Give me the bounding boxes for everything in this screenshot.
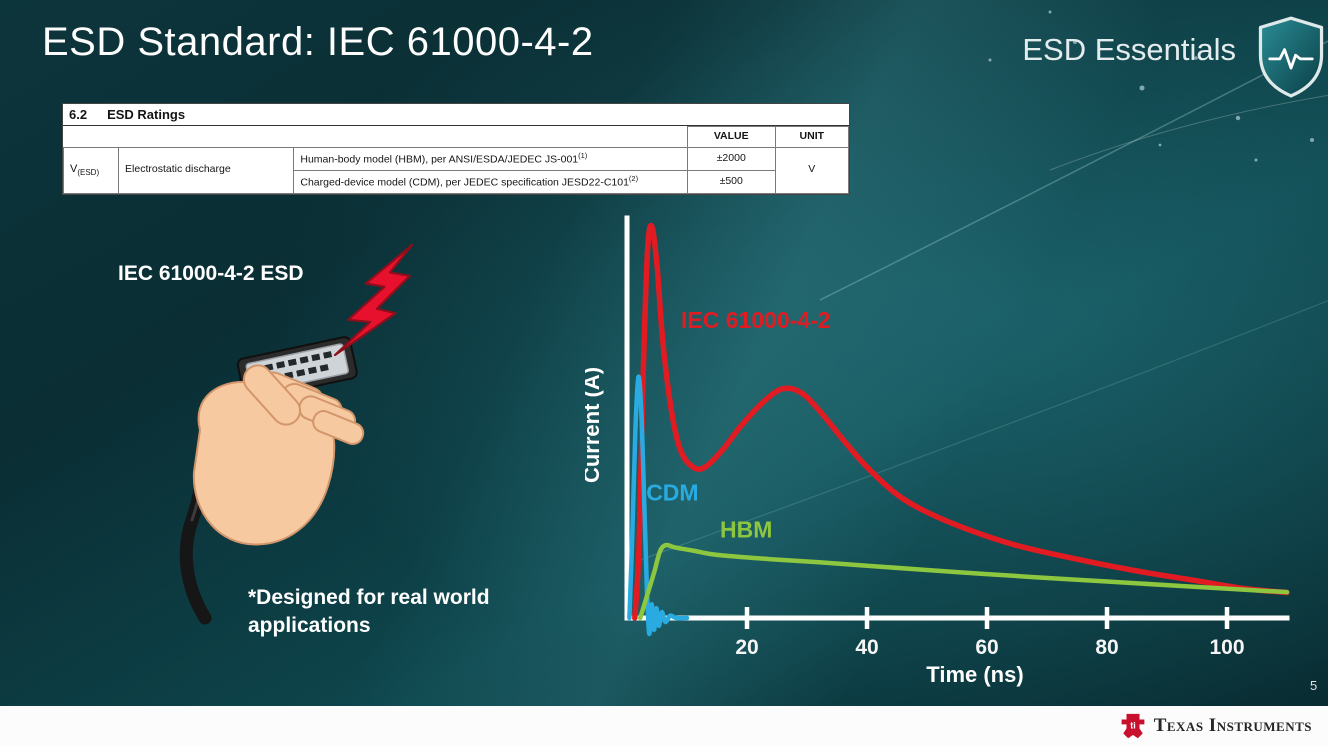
table-row: Charged-device model (CDM), per JEDEC sp… xyxy=(64,169,849,194)
shield-icon xyxy=(1258,16,1324,98)
param-symbol-sub: (ESD) xyxy=(77,168,100,178)
chart-series xyxy=(627,222,1290,636)
param-symbol-base: V xyxy=(70,162,78,175)
ratings-table: VALUE UNIT V(ESD) Electrostatic discharg… xyxy=(62,126,850,194)
pulse-line-icon xyxy=(1268,48,1314,70)
ti-monogram: ti xyxy=(1130,720,1135,730)
series-iec xyxy=(632,222,1290,621)
page-number: 5 xyxy=(1310,678,1318,693)
cdm-value: ±500 xyxy=(686,169,776,194)
table-row: V(ESD) Electrostatic discharge Human-bod… xyxy=(62,146,850,194)
ti-logo: ti Texas Instruments xyxy=(1120,712,1312,740)
x-tick-label: 80 xyxy=(1095,636,1118,659)
series-cdm xyxy=(627,374,690,636)
x-axis-ticks: 20 40 60 80 100 xyxy=(735,607,1245,659)
table-header-value: VALUE xyxy=(686,126,776,148)
page-title: ESD Standard: IEC 61000-4-2 xyxy=(42,20,594,64)
x-tick-label: 100 xyxy=(1209,636,1244,659)
chart-axes xyxy=(624,215,1290,621)
esd-illustration xyxy=(179,243,414,625)
note-line-1: *Designed for real world xyxy=(248,586,490,609)
light-streak xyxy=(1049,94,1328,171)
hbm-description-text: Human-body model (HBM), per ANSI/ESDA/JE… xyxy=(300,153,579,166)
table-caption: 6.2 ESD Ratings xyxy=(63,104,849,126)
series-hbm xyxy=(637,542,1290,621)
series-label-iec: IEC 61000-4-2 xyxy=(681,307,831,333)
hand-illustration xyxy=(192,364,365,546)
cdm-footnote-ref: (2) xyxy=(628,173,639,183)
finger xyxy=(312,410,365,445)
table-header-blank xyxy=(63,126,688,148)
y-axis-title: Current (A) xyxy=(585,367,604,483)
x-tick-label: 40 xyxy=(855,636,878,659)
cdm-description-text: Charged-device model (CDM), per JEDEC sp… xyxy=(300,176,629,189)
series-labels: IEC 61000-4-2 CDM HBM xyxy=(646,307,830,543)
brand-title: ESD Essentials xyxy=(1022,32,1236,67)
table-caption-title: ESD Ratings xyxy=(107,107,186,122)
light-streak xyxy=(819,40,1328,301)
param-name: Electrostatic discharge xyxy=(118,146,295,194)
table-header-row: VALUE UNIT xyxy=(63,126,850,148)
datasheet-table: 6.2 ESD Ratings VALUE UNIT V(ESD) Electr… xyxy=(62,103,850,195)
table-header-unit: UNIT xyxy=(774,126,850,148)
table-caption-number: 6.2 xyxy=(69,107,88,122)
ti-logo-text: Texas Instruments xyxy=(1153,715,1312,736)
unit-cell: V xyxy=(774,146,850,194)
series-label-hbm: HBM xyxy=(720,517,772,543)
hbm-description: Human-body model (HBM), per ANSI/ESDA/JE… xyxy=(293,146,688,171)
series-label-cdm: CDM xyxy=(646,479,698,505)
param-symbol: V(ESD) xyxy=(62,146,120,194)
figure-label: IEC 61000-4-2 ESD xyxy=(118,262,304,285)
footer-bar: ti Texas Instruments xyxy=(0,706,1328,746)
x-tick-label: 60 xyxy=(975,636,998,659)
cdm-description: Charged-device model (CDM), per JEDEC sp… xyxy=(293,169,688,194)
hbm-value: ±2000 xyxy=(686,146,776,171)
note-text: *Designed for real world applications xyxy=(248,584,490,641)
x-tick-label: 20 xyxy=(735,636,758,659)
x-axis-title: Time (ns) xyxy=(926,662,1023,687)
shield-outline xyxy=(1258,16,1324,98)
esd-waveform-chart: 20 40 60 80 100 IEC 61000-4-2 CDM HBM Time (ns… xyxy=(585,215,1290,687)
ti-logo-icon: ti xyxy=(1121,713,1145,739)
lightning-bolt-icon xyxy=(333,243,414,357)
thumb xyxy=(242,364,302,426)
hbm-footnote-ref: (1) xyxy=(578,150,588,160)
note-line-2: applications xyxy=(248,614,371,638)
light-streak xyxy=(639,300,1328,561)
